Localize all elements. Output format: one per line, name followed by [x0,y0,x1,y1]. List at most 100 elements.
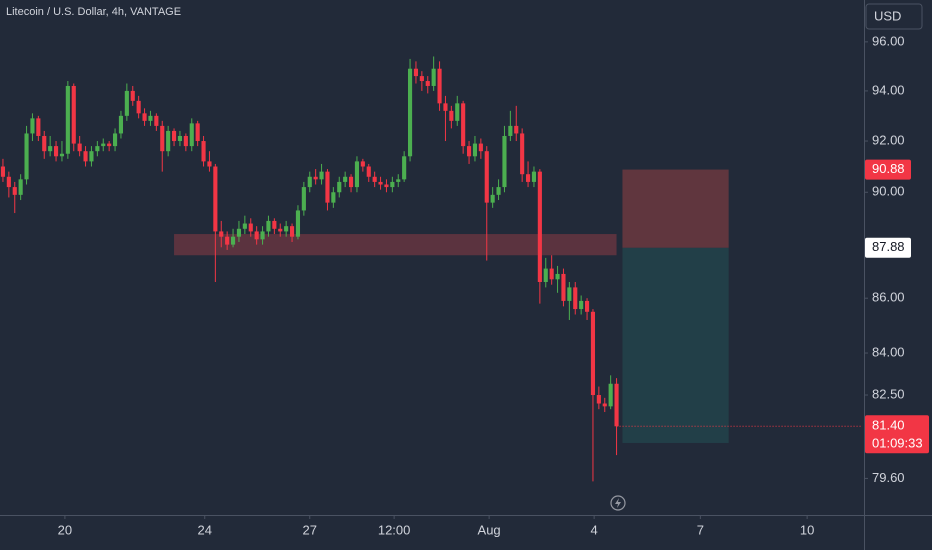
last-price-label: 81.40 [872,418,905,433]
candle-body [89,151,94,162]
candle-body [584,300,590,312]
x-tick-label: 27 [303,522,317,537]
candle-body [461,103,466,147]
x-tick-label: 12:00 [378,522,411,537]
candle-body [573,287,578,310]
candle-body [12,187,17,195]
stop-area [622,169,729,248]
currency-box[interactable] [865,3,923,30]
x-tick-label: 10 [800,522,814,537]
x-tick-label: 20 [58,522,72,537]
candle-body [537,171,542,282]
candle-body [177,135,183,142]
candle-body [289,226,295,237]
candle-body [425,81,430,86]
candle-body [183,135,188,147]
candle-body [466,146,472,157]
candle-body [555,273,560,280]
candle-body [378,181,383,185]
candle-body [59,153,65,157]
y-tick-label: 92.00 [872,132,905,147]
candle-body [602,403,607,407]
candle-body [307,176,312,188]
candle-body [384,184,389,188]
candle-body [53,146,59,157]
price-tag [865,159,911,180]
candle-body [42,135,47,152]
lightning [615,498,621,508]
x-tick-label: 7 [697,522,704,537]
candle-body [112,133,118,147]
x-tick-label: 4 [591,522,598,537]
candle-body [266,220,271,232]
candle-body [230,236,236,245]
candle-body [443,103,448,111]
candles [0,56,619,482]
y-tick-label: 96.00 [872,33,905,48]
candle-body [201,141,206,162]
candle-body [372,176,377,182]
candle-body [242,223,247,229]
events-icon[interactable] [610,495,626,511]
candle-body [525,174,531,182]
candle-body [579,300,584,310]
candle-body [219,231,224,237]
y-tick-label: 79.60 [872,470,905,485]
x-tick-label: Aug [478,522,501,537]
candle-body [30,118,35,134]
axes: 96.00 94.00 92.00 90.00 86.00 84.00 82.50 79.60… [58,33,929,537]
candle-body [65,85,70,154]
candle-body [596,395,601,404]
candle-body [354,161,360,188]
candle-body [166,130,171,152]
countdown: 01:09:33 [872,436,923,451]
y-tick-label: 84.00 [872,344,905,359]
candle-body [284,226,289,232]
chart-title: Litecoin / U.S. Dollar, 4h, VANTAGE [6,6,181,18]
candle-body [24,133,29,180]
candle-body [136,100,141,114]
candle-body [278,228,283,232]
candle-body [118,115,124,134]
candle-body [413,68,419,77]
candle-body [472,143,478,157]
candle-body [272,220,277,229]
candle-body [142,113,147,121]
candle-body [18,179,23,195]
candle-body [431,68,436,86]
candle-body [590,311,596,396]
candle-body [496,187,501,195]
candle-body [71,85,76,144]
target-area [622,247,729,443]
candle-body [124,90,129,116]
candle-body [236,228,242,237]
candle-body [419,76,424,82]
candle-body [561,273,566,301]
y-tick-label: 86.00 [872,290,905,305]
candle-body [148,115,153,121]
resistance-zone [174,234,617,256]
candle-body [508,125,513,136]
candle-body [248,223,253,232]
candle-body [107,143,112,147]
candle-body [295,210,301,237]
candle-body [402,156,407,180]
candle-body [207,161,212,167]
x-tick-label: 24 [197,522,211,537]
candle-body [567,287,572,301]
candle-body [6,176,11,188]
candle-body [531,171,537,182]
last-price-tag [865,415,929,454]
candle-body [319,171,324,180]
overlays [174,169,729,443]
price-tag-label: 90.88 [872,161,905,176]
candle-body [48,146,53,152]
candle-body [331,192,336,203]
candle-body [95,146,100,152]
price-tag-label: 87.88 [872,239,905,254]
candle-body [437,68,442,104]
candle-body [449,110,454,121]
candle-body [490,194,495,203]
candle-body [390,181,395,188]
